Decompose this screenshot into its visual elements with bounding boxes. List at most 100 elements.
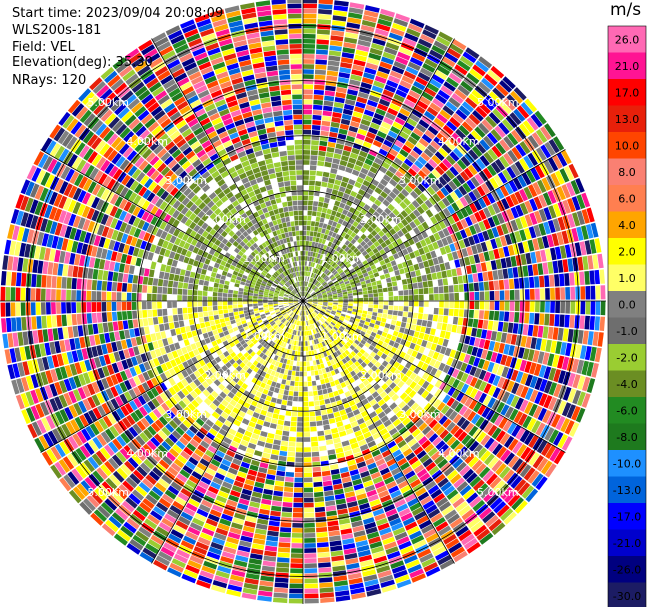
velocity-gate [315,258,319,264]
velocity-gate [292,523,303,528]
velocity-gate [363,109,375,117]
velocity-gate [368,387,376,395]
velocity-gate [345,315,351,319]
velocity-gate [478,56,493,69]
velocity-gate [303,286,305,291]
velocity-gate [340,155,349,162]
velocity-gate [167,301,172,309]
velocity-gate [402,37,417,47]
velocity-gate [326,75,338,82]
velocity-gate [312,206,318,212]
velocity-gate [332,256,338,262]
velocity-gate [373,297,379,301]
velocity-gate [398,179,407,188]
velocity-gate [370,237,377,244]
velocity-gate [356,176,364,184]
velocity-gate [346,263,352,269]
velocity-gate [303,160,310,165]
velocity-gate [474,211,482,222]
velocity-gate [500,258,507,269]
velocity-gate [324,377,330,384]
velocity-gate [372,347,379,354]
velocity-gate [316,211,322,217]
velocity-gate [356,401,364,409]
velocity-gate [248,309,254,313]
velocity-gate [339,160,348,167]
velocity-gate [488,310,495,320]
velocity-gate [353,276,359,281]
velocity-gate [528,403,538,417]
velocity-gate [451,324,458,333]
velocity-gate [355,216,362,224]
velocity-gate [318,312,323,317]
velocity-gate [377,215,385,222]
velocity-gate [378,230,385,237]
velocity-gate [332,221,338,227]
velocity-gate [366,314,372,319]
velocity-gate [456,159,467,170]
velocity-gate [392,208,400,216]
velocity-gate [333,5,348,12]
velocity-gate [347,17,362,25]
velocity-gate [361,313,367,318]
velocity-gate [373,354,381,361]
velocity-gate [212,296,218,301]
velocity-gate [369,274,375,279]
velocity-gate [545,463,557,478]
velocity-gate [296,366,300,372]
velocity-gate [121,301,127,311]
velocity-gate [450,439,461,450]
velocity-gate [317,364,322,370]
velocity-gate [314,287,319,292]
velocity-gate [487,271,494,281]
velocity-gate [358,382,365,390]
velocity-gate [440,462,452,473]
velocity-gate [307,302,312,305]
velocity-gate [352,289,358,293]
velocity-gate [474,368,482,378]
velocity-gate [341,352,348,358]
velocity-gate [441,197,451,207]
velocity-gate [306,266,309,271]
velocity-gate [399,108,411,117]
velocity-gate [413,539,427,550]
velocity-gate [310,426,317,432]
velocity-gate [357,364,364,371]
velocity-gate [485,95,498,108]
velocity-gate [404,386,413,395]
velocity-gate [480,241,488,252]
velocity-gate [477,404,487,416]
velocity-gate [349,278,355,283]
velocity-gate [316,247,320,253]
velocity-gate [330,359,335,365]
velocity-gate [142,318,149,327]
velocity-gate [330,168,338,174]
velocity-gate [272,413,279,420]
velocity-gate [287,456,295,462]
velocity-gate [423,287,429,294]
velocity-gate [364,402,372,410]
velocity-gate [412,483,424,493]
velocity-gate [421,91,434,102]
velocity-gate [335,331,341,337]
velocity-gate [444,245,452,254]
velocity-gate [341,244,347,250]
velocity-gate [360,355,367,361]
velocity-gate [418,307,424,313]
velocity-gate [471,89,485,102]
velocity-gate [317,430,325,436]
velocity-gate [330,121,340,128]
velocity-gate [271,418,278,424]
velocity-gate [338,298,343,301]
velocity-gate [465,117,477,129]
velocity-gate [384,476,395,485]
velocity-gate [510,395,520,408]
velocity-gate [553,431,564,446]
velocity-gate [310,277,313,283]
velocity-gate [383,504,396,513]
velocity-gate [264,416,272,423]
velocity-gate [338,72,350,79]
velocity-gate [368,494,379,502]
velocity-gate [437,353,444,362]
velocity-gate [592,254,599,269]
